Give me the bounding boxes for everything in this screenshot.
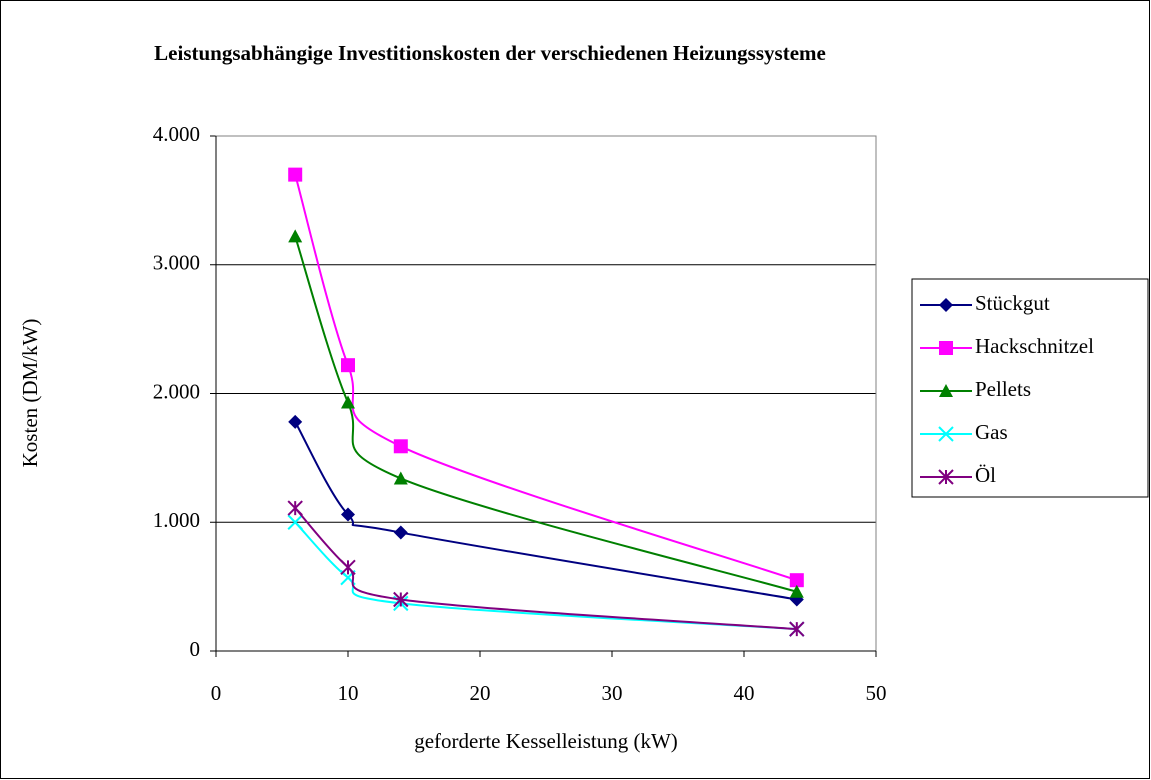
legend-label: Stückgut [975, 291, 1050, 315]
marker [287, 500, 303, 516]
marker [393, 591, 409, 608]
y-tick-label: 0 [190, 637, 201, 661]
marker [288, 414, 303, 429]
legend-label: Gas [975, 420, 1008, 444]
legend-box [911, 278, 1149, 498]
marker [340, 559, 356, 576]
marker [938, 469, 954, 485]
series-line [294, 421, 797, 601]
y-axis-label: Kosten (DM/kW) [18, 319, 42, 468]
marker [939, 341, 953, 355]
marker [789, 621, 805, 637]
chart-title: Leistungsabhängige Investitionskosten de… [154, 41, 826, 65]
marker [288, 167, 303, 182]
marker [393, 439, 408, 454]
y-tick-label: 3.000 [153, 251, 200, 275]
y-tick-label: 1.000 [153, 508, 200, 532]
y-tick-label: 4.000 [153, 122, 200, 146]
marker [287, 514, 303, 530]
x-tick-label: 20 [470, 681, 491, 705]
series-line [294, 236, 798, 593]
marker [393, 525, 408, 540]
legend: Stückgut Hackschnitzel Pellets Gas Öl [911, 278, 1149, 498]
marker [288, 229, 303, 243]
marker [939, 298, 953, 312]
x-tick-label: 0 [211, 681, 222, 705]
marker [341, 395, 355, 409]
x-axis-label: geforderte Kesselleistung (kW) [414, 729, 678, 753]
x-tick-label: 50 [866, 681, 887, 705]
legend-label: Pellets [975, 377, 1031, 401]
x-tick-label: 10 [338, 681, 359, 705]
legend-label: Hackschnitzel [975, 334, 1094, 358]
legend-label: Öl [975, 463, 996, 487]
marker [341, 358, 355, 373]
series-line [294, 174, 798, 582]
series-line [294, 507, 797, 631]
marker [939, 384, 953, 397]
y-tick-label: 2.000 [153, 379, 200, 403]
marker [789, 584, 804, 598]
marker [393, 471, 408, 485]
x-tick-label: 40 [734, 681, 755, 705]
x-tick-label: 30 [602, 681, 623, 705]
marker [789, 573, 804, 588]
marker [938, 426, 954, 442]
marker [341, 507, 355, 522]
